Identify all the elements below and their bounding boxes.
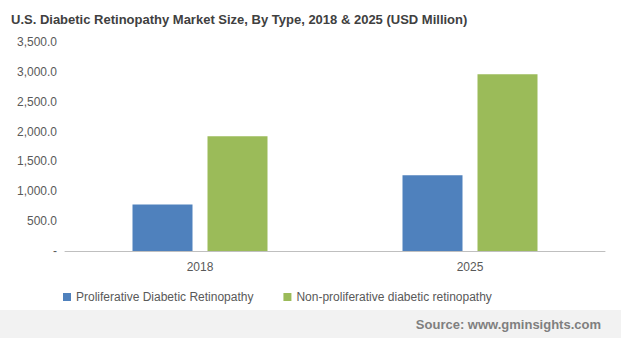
svg-text:U.S. Diabetic Retinopathy Mark: U.S. Diabetic Retinopathy Market Size, B… <box>11 12 467 27</box>
svg-text:Source: www.gminsights.com: Source: www.gminsights.com <box>416 317 601 332</box>
svg-text:-: - <box>53 244 57 258</box>
svg-text:2,500.0: 2,500.0 <box>17 95 57 109</box>
svg-text:500.0: 500.0 <box>27 214 57 228</box>
svg-text:3,500.0: 3,500.0 <box>17 35 57 49</box>
svg-text:Non-proliferative diabetic ret: Non-proliferative diabetic retinopathy <box>296 290 491 304</box>
svg-text:2,000.0: 2,000.0 <box>17 125 57 139</box>
svg-text:1,500.0: 1,500.0 <box>17 154 57 168</box>
svg-text:1,000.0: 1,000.0 <box>17 184 57 198</box>
svg-text:3,000.0: 3,000.0 <box>17 65 57 79</box>
svg-text:Proliferative Diabetic Retinop: Proliferative Diabetic Retinopathy <box>76 290 253 304</box>
svg-text:2018: 2018 <box>187 260 214 274</box>
svg-text:2025: 2025 <box>457 260 484 274</box>
